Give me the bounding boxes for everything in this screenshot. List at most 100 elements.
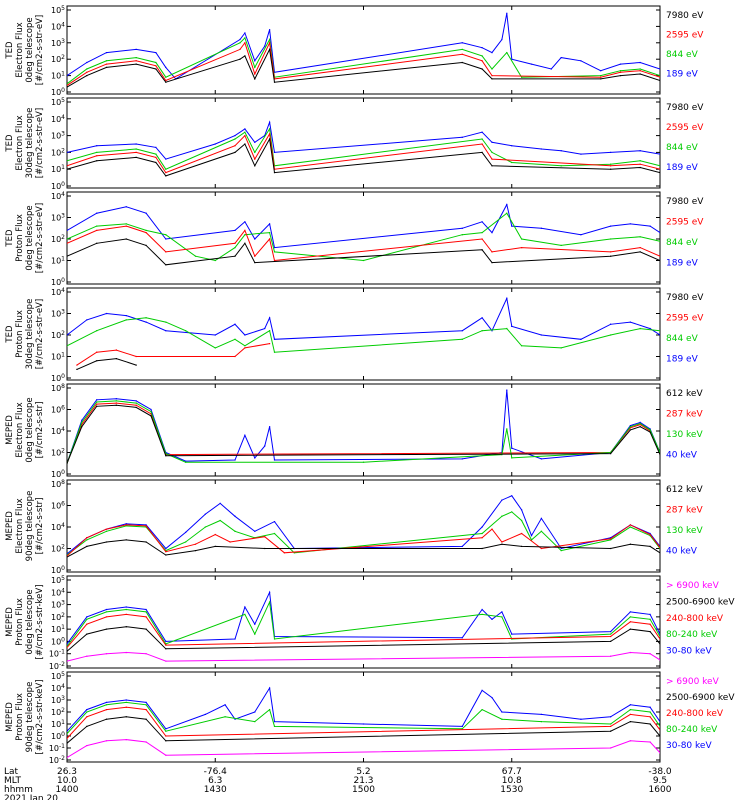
data-point — [145, 718, 147, 720]
data-point — [254, 255, 256, 257]
data-point — [639, 251, 641, 253]
data-point — [105, 63, 108, 65]
data-point — [659, 76, 660, 78]
data-point — [224, 716, 226, 718]
data-point — [511, 495, 513, 497]
data-point — [67, 733, 68, 735]
data-point — [145, 525, 147, 527]
y-tick-label: 104 — [51, 426, 65, 436]
data-point — [86, 539, 88, 541]
x-tick-mlt: 10.8 — [502, 776, 522, 786]
x-tick-lat: 67.7 — [502, 767, 522, 777]
date-label: 2021 Jan 20 — [4, 794, 58, 800]
data-point — [244, 37, 246, 39]
data-point — [86, 711, 88, 713]
data-point — [560, 244, 562, 246]
data-point — [540, 517, 542, 519]
y-tick-label: 101 — [51, 164, 65, 174]
data-point — [244, 42, 246, 44]
series-line-red — [67, 41, 660, 86]
data-point — [461, 234, 463, 236]
data-point — [67, 168, 68, 170]
data-point — [67, 650, 68, 652]
legend-entry: 2595 eV — [666, 314, 704, 324]
series-line-black — [67, 47, 660, 88]
data-point — [560, 347, 562, 349]
data-point — [254, 165, 256, 167]
data-point — [254, 633, 256, 635]
data-point — [481, 689, 483, 691]
data-point — [649, 429, 651, 431]
data-point — [145, 653, 147, 655]
data-point — [244, 347, 246, 349]
panel-ylabel-line: MEPED — [5, 415, 15, 445]
data-point — [501, 543, 503, 545]
data-point — [269, 426, 271, 428]
y-tick-label: 100 — [51, 565, 65, 575]
panel-ylabel-line: 0deg telescope — [25, 17, 35, 82]
data-point — [481, 47, 483, 49]
data-point — [125, 651, 127, 654]
data-point — [550, 68, 552, 70]
data-point — [135, 63, 137, 65]
series-group — [67, 389, 660, 464]
legend-entry: 30-80 keV — [666, 741, 712, 751]
data-point — [629, 740, 631, 742]
data-point — [481, 238, 483, 240]
data-point — [501, 718, 503, 720]
legend-entry: 2595 eV — [666, 123, 704, 133]
panel-4: 104 103 102 101 100 TED Proton Flux 30deg teles… — [5, 287, 704, 383]
data-point — [649, 711, 651, 713]
data-point — [649, 428, 651, 430]
data-point — [659, 546, 660, 548]
data-point — [67, 556, 68, 558]
data-point — [619, 71, 622, 73]
data-point — [105, 740, 108, 742]
data-point — [481, 526, 483, 528]
data-point — [506, 52, 508, 54]
data-point — [254, 141, 256, 143]
data-point — [481, 232, 483, 234]
data-point — [481, 138, 483, 140]
data-point — [86, 71, 88, 73]
data-point — [610, 163, 612, 165]
data-point — [540, 721, 542, 723]
data-point — [86, 655, 88, 657]
data-point — [185, 330, 187, 332]
legend-entry: 40 keV — [666, 547, 698, 557]
data-point — [580, 153, 582, 155]
data-point — [105, 52, 108, 54]
data-point — [165, 730, 167, 732]
y-tick-label: 100 — [51, 277, 65, 287]
data-point — [135, 48, 137, 50]
data-point — [155, 161, 157, 164]
data-point — [155, 61, 157, 64]
data-point — [194, 543, 197, 545]
data-point — [105, 701, 108, 703]
data-point — [540, 713, 542, 715]
data-point — [96, 229, 98, 231]
legend-entry: 2500-6900 keV — [666, 693, 735, 703]
legend-entry: > 6900 keV — [666, 581, 720, 591]
data-point — [204, 513, 206, 515]
panel-ylabel-line: [#/cm2-s-str-keV] — [35, 585, 45, 660]
data-point — [125, 238, 127, 240]
data-point — [293, 552, 295, 554]
series-line-magenta — [67, 651, 660, 662]
data-point — [145, 608, 147, 611]
data-point — [273, 725, 276, 727]
data-point — [610, 723, 612, 725]
panel-frame — [66, 287, 661, 381]
data-point — [254, 530, 256, 532]
data-point — [600, 76, 602, 78]
data-point — [145, 229, 147, 231]
data-point — [125, 523, 127, 525]
data-point — [145, 232, 147, 234]
y-tick-label: 10-1 — [49, 649, 65, 659]
data-point — [481, 221, 483, 223]
data-point — [362, 461, 365, 463]
data-point — [234, 135, 236, 137]
data-point — [600, 70, 602, 72]
data-point — [234, 718, 236, 720]
data-point — [105, 709, 108, 711]
